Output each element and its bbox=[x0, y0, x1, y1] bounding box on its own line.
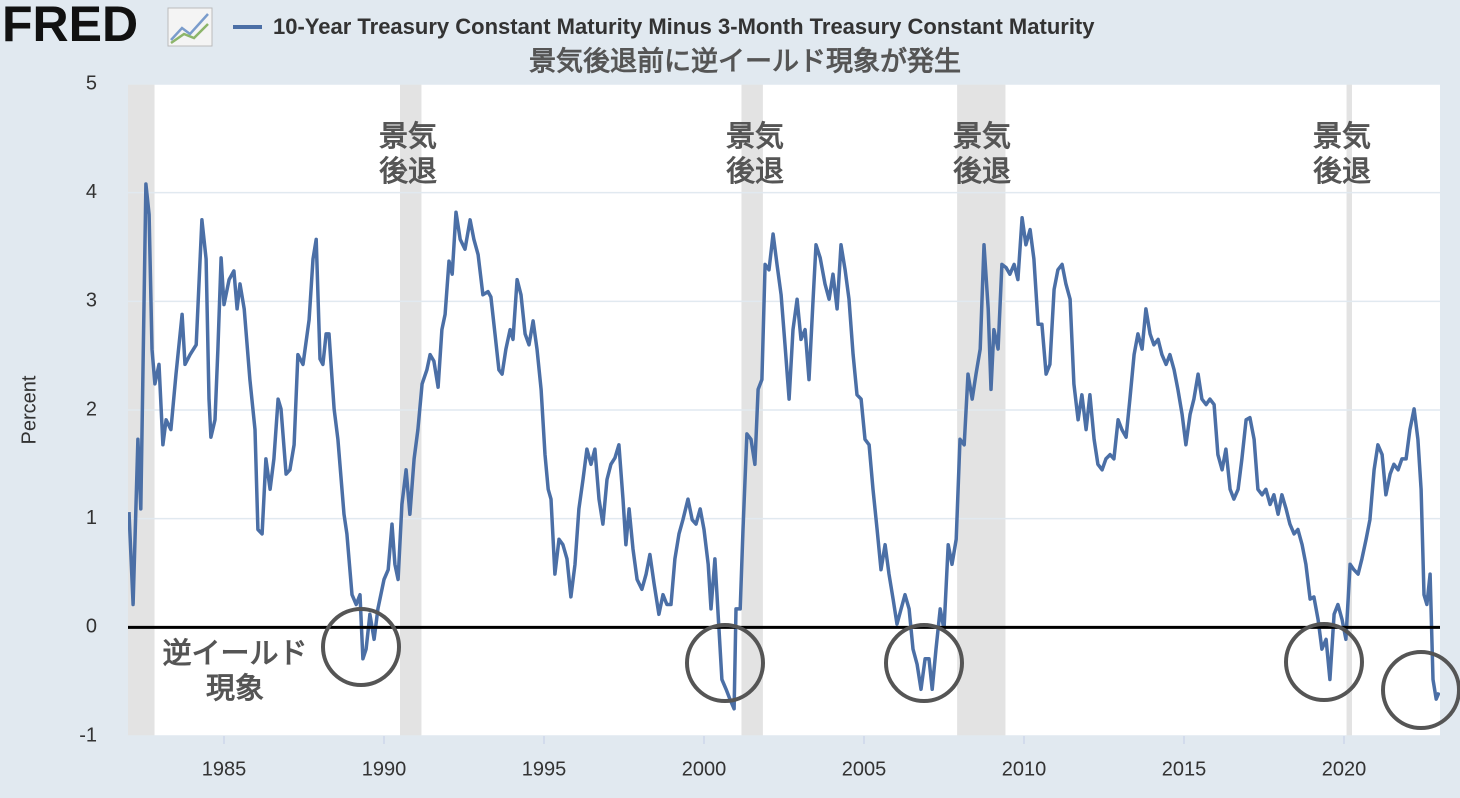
inversion-circle bbox=[884, 623, 964, 703]
x-tick-label: 1995 bbox=[522, 758, 567, 780]
inversion-circle bbox=[1381, 650, 1460, 730]
x-tick-label: 2000 bbox=[682, 758, 727, 780]
inversion-circle bbox=[321, 607, 401, 687]
y-tick-label: 3 bbox=[86, 290, 97, 312]
y-axis-label: Percent bbox=[18, 375, 40, 444]
recession-label: 景気 bbox=[953, 119, 1011, 153]
y-tick-label: 0 bbox=[86, 616, 97, 638]
legend-label: 10-Year Treasury Constant Maturity Minus… bbox=[273, 14, 1095, 39]
inversion-label: 現象 bbox=[206, 671, 264, 705]
x-tick-label: 1990 bbox=[362, 758, 407, 780]
x-tick-label: 2010 bbox=[1002, 758, 1047, 780]
y-tick-label: 2 bbox=[86, 398, 97, 420]
inversion-circle bbox=[1284, 622, 1364, 702]
x-tick-label: 2005 bbox=[842, 758, 887, 780]
logo-icon bbox=[167, 7, 213, 47]
recession-label: 景気 bbox=[1313, 119, 1371, 153]
recession-label: 後退 bbox=[379, 154, 437, 188]
recession-label: 後退 bbox=[726, 154, 784, 188]
recession-label: 後退 bbox=[953, 154, 1011, 188]
inversion-circles bbox=[321, 607, 1460, 730]
y-tick-label: -1 bbox=[79, 724, 97, 746]
logo: FRED bbox=[2, 0, 138, 52]
inversion-label: 逆イールド bbox=[162, 636, 307, 670]
y-tick-label: 5 bbox=[86, 72, 97, 94]
x-tick-label: 1985 bbox=[202, 758, 247, 780]
inversion-circle bbox=[685, 623, 765, 703]
data-line bbox=[128, 182, 1440, 711]
recession-label: 後退 bbox=[1313, 154, 1371, 188]
y-tick-label: 4 bbox=[86, 181, 97, 203]
x-tick-label: 2015 bbox=[1162, 758, 1207, 780]
x-tick-label: 2020 bbox=[1322, 758, 1367, 780]
y-tick-label: 1 bbox=[86, 507, 97, 529]
recession-label: 景気 bbox=[379, 119, 437, 153]
recession-label: 景気 bbox=[726, 119, 784, 153]
subtitle: 景気後退前に逆イールド現象が発生 bbox=[529, 46, 961, 78]
